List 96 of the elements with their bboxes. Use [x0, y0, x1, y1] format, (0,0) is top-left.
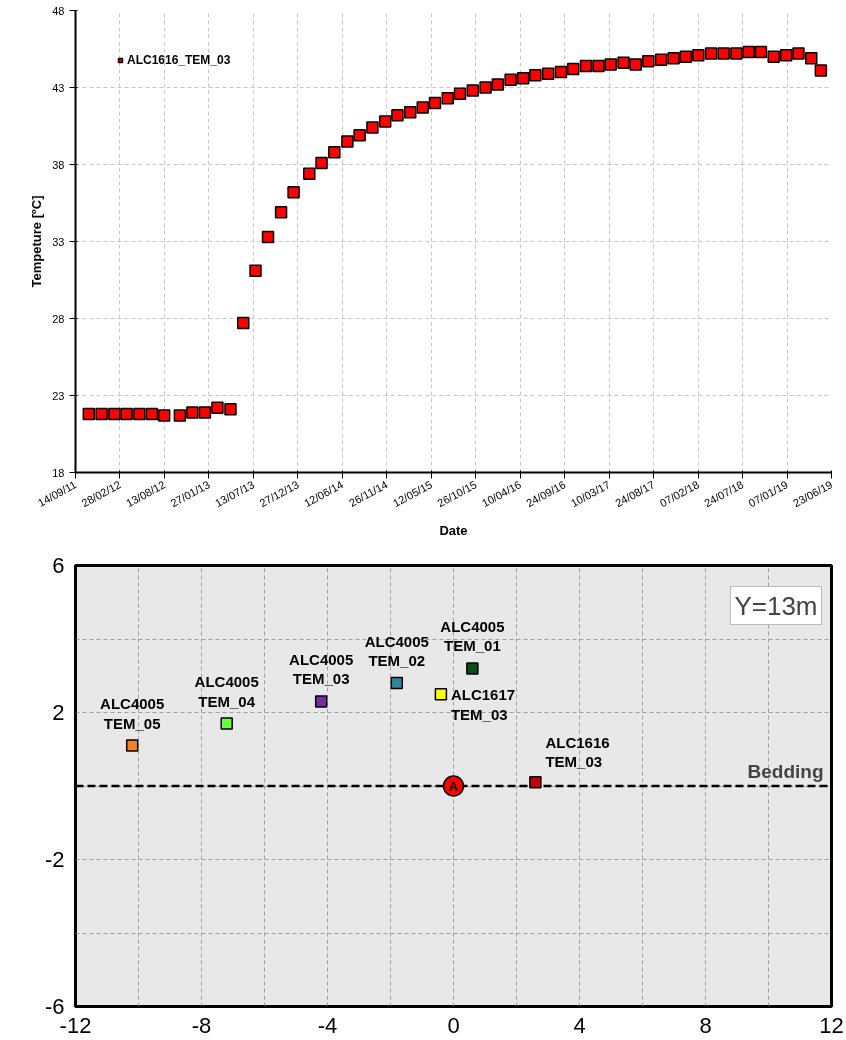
y-tick-label: 38: [52, 158, 65, 171]
point: [353, 128, 366, 142]
point: [328, 145, 341, 159]
point: [125, 739, 139, 752]
point: [742, 45, 755, 59]
point: [754, 45, 768, 59]
point: [667, 51, 680, 65]
x-tick-label: -4: [317, 1012, 338, 1038]
point: [314, 695, 328, 708]
point: [261, 230, 275, 244]
point: [133, 407, 146, 421]
point: [186, 406, 199, 419]
point: [173, 409, 187, 422]
point: [145, 407, 159, 421]
y-tick-label: 23: [52, 389, 65, 402]
point: [303, 167, 316, 180]
point: [224, 403, 237, 416]
point: [554, 65, 568, 79]
point: [516, 72, 530, 85]
point: [315, 156, 328, 170]
point: [416, 101, 429, 114]
series-label: ALC4005 TEM_04: [194, 672, 259, 710]
point: [779, 48, 793, 62]
y-tick-label: -2: [44, 847, 65, 872]
point: [466, 662, 479, 675]
point: [428, 96, 442, 110]
point: [704, 47, 718, 60]
point: [82, 407, 96, 421]
point: [579, 59, 593, 73]
series-label: ALC1616 TEM_03: [545, 733, 610, 771]
ref-line-label: Bedding: [747, 761, 824, 782]
point: [453, 87, 467, 100]
point: [692, 48, 705, 62]
y-tick-label: 18: [52, 466, 65, 479]
point: [211, 401, 224, 415]
point: [157, 409, 171, 422]
point: [504, 73, 517, 87]
point: [717, 47, 730, 60]
point: [120, 407, 133, 421]
series-label: ALC1617 TEM_03: [450, 686, 516, 723]
point: [604, 58, 617, 71]
point: [249, 264, 262, 278]
point: [378, 115, 392, 128]
y-tick-label: 28: [52, 312, 65, 325]
point: [541, 67, 555, 80]
point: [237, 316, 250, 330]
point: [617, 56, 630, 70]
x-tick-label: 0: [447, 1012, 460, 1038]
y-tick-label: -6: [44, 994, 65, 1019]
point: [592, 59, 605, 73]
series-label: ALC4005 TEM_05: [100, 695, 165, 732]
point: [287, 185, 300, 199]
point: [434, 687, 448, 701]
point: [814, 64, 828, 77]
y-tick-label: 43: [52, 81, 65, 94]
x-tick-label: 8: [699, 1012, 712, 1038]
point: [529, 776, 542, 789]
x-tick-label: 4: [573, 1012, 586, 1038]
point: [108, 407, 121, 421]
y-tick-label: 6: [52, 553, 65, 578]
point: [642, 55, 655, 68]
point: [805, 51, 818, 65]
point: [629, 58, 643, 71]
y-tick-label: 2: [52, 700, 65, 725]
point: [220, 717, 233, 730]
series-label: A: [448, 778, 459, 794]
y-tick-label: 33: [52, 235, 65, 248]
point: [529, 68, 542, 82]
point: [366, 121, 379, 134]
y-axis-title: Tempeture [ºC]: [29, 195, 45, 288]
series-label: ALC4005 TEM_02: [364, 632, 429, 670]
x-tick-label: 12: [819, 1012, 844, 1038]
point: [679, 50, 693, 63]
annotation: Y=13m: [734, 590, 818, 621]
point: [479, 81, 492, 94]
point: [654, 53, 668, 67]
point: [274, 205, 288, 219]
x-axis-title: Date: [439, 522, 468, 538]
series-label: ALC4005 TEM_03: [289, 650, 354, 688]
point: [441, 92, 455, 105]
point: [403, 105, 417, 119]
x-tick-label: -8: [191, 1012, 212, 1038]
point: [198, 406, 212, 419]
point: [390, 676, 404, 690]
y-tick-label: 48: [52, 4, 65, 17]
point: [466, 84, 480, 97]
point: [391, 108, 404, 122]
point: [767, 50, 780, 63]
point: [341, 135, 354, 148]
legend-label: ALC1616_TEM_03: [127, 53, 231, 67]
point: [566, 62, 580, 76]
point: [491, 78, 505, 91]
point: [730, 47, 743, 60]
point: [792, 47, 805, 60]
point: [95, 407, 108, 421]
series-label: ALC4005 TEM_01: [440, 617, 505, 655]
